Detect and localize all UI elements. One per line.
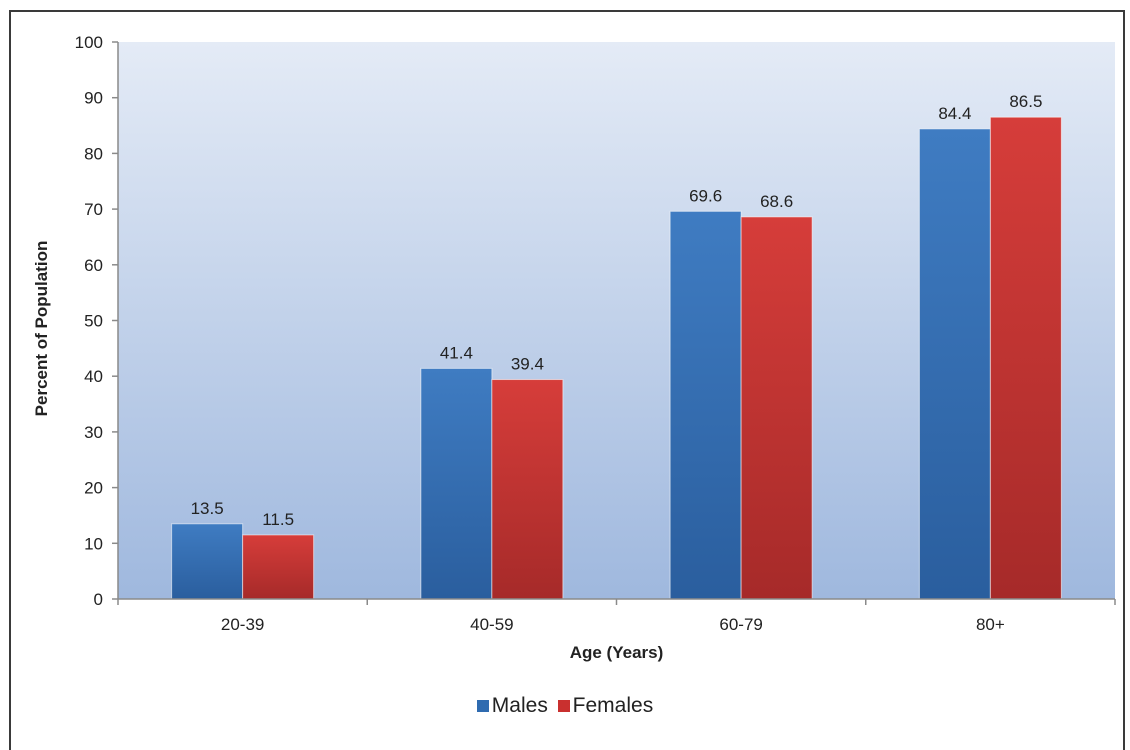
x-tick-label: 80+ bbox=[976, 615, 1005, 634]
bar-males-80+ bbox=[918, 128, 991, 600]
y-tick-label: 10 bbox=[84, 534, 103, 553]
legend-item-females: Females bbox=[557, 694, 654, 718]
legend-label-females: Females bbox=[572, 694, 654, 717]
legend: Males Females bbox=[0, 694, 1130, 718]
data-label-females-80+: 86.5 bbox=[1009, 92, 1042, 111]
y-tick-label: 30 bbox=[84, 423, 103, 442]
y-tick-label: 20 bbox=[84, 479, 103, 498]
legend-item-males: Males bbox=[476, 694, 548, 718]
bar-females-40-59 bbox=[491, 379, 564, 600]
data-label-males-20-39: 13.5 bbox=[191, 499, 224, 518]
bars-layer bbox=[171, 116, 1062, 600]
data-label-females-40-59: 39.4 bbox=[511, 355, 544, 374]
x-tick-label: 20-39 bbox=[221, 615, 264, 634]
bar-males-60-79 bbox=[669, 210, 742, 600]
y-tick-label: 80 bbox=[84, 144, 103, 163]
data-label-females-20-39: 11.5 bbox=[262, 510, 294, 529]
x-axis-label: Age (Years) bbox=[570, 643, 664, 662]
bar-females-20-39 bbox=[242, 534, 315, 600]
bar-males-20-39 bbox=[171, 523, 244, 600]
bar-males-40-59 bbox=[420, 367, 493, 600]
x-tick-label: 60-79 bbox=[719, 615, 762, 634]
bar-females-60-79 bbox=[740, 216, 813, 600]
y-tick-label: 70 bbox=[84, 200, 103, 219]
y-tick-label: 50 bbox=[84, 312, 103, 331]
data-label-males-80+: 84.4 bbox=[938, 104, 971, 123]
labels-layer: 13.5 11.5 20-39 41.4 39.4 40-59 69.6 68.6 60-79 8… bbox=[75, 33, 1043, 634]
data-label-females-60-79: 68.6 bbox=[760, 192, 793, 211]
legend-label-males: Males bbox=[491, 694, 548, 717]
data-label-males-60-79: 69.6 bbox=[689, 186, 722, 205]
x-tick-label: 40-59 bbox=[470, 615, 513, 634]
chart-frame bbox=[9, 10, 1125, 750]
y-tick-label: 60 bbox=[84, 256, 103, 275]
legend-swatch-females bbox=[557, 700, 570, 712]
axes-layer bbox=[112, 41, 1116, 605]
y-axis-label: Percent of Population bbox=[32, 241, 51, 417]
y-tick-label: 40 bbox=[84, 367, 103, 386]
legend-swatch-males bbox=[476, 700, 489, 712]
bar-females-80+ bbox=[989, 116, 1062, 600]
y-tick-label: 100 bbox=[75, 33, 103, 52]
data-label-males-40-59: 41.4 bbox=[440, 343, 473, 362]
y-tick-label: 0 bbox=[94, 590, 103, 609]
y-tick-label: 90 bbox=[84, 89, 103, 108]
